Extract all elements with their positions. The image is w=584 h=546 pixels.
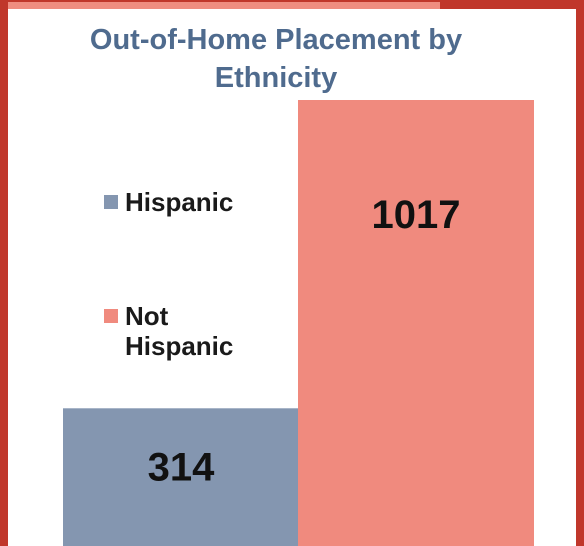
frame-left-border xyxy=(0,0,8,546)
frame-top-accent xyxy=(0,0,440,9)
legend-item-not-hispanic: Not Hispanic xyxy=(104,301,255,361)
bar-hispanic xyxy=(63,408,299,546)
legend-item-hispanic: Hispanic xyxy=(104,187,255,217)
bar-not-hispanic xyxy=(298,100,534,546)
legend-swatch-hispanic xyxy=(104,195,118,209)
legend-swatch-not-hispanic xyxy=(104,309,118,323)
frame-right-border xyxy=(576,0,584,546)
frame-top-border xyxy=(440,0,584,9)
chart-panel: Out-of-Home Placement by Ethnicity 314 10… xyxy=(8,9,576,546)
legend-label-hispanic: Hispanic xyxy=(125,187,234,217)
bar-chart: 314 1017 xyxy=(63,100,534,546)
legend-label-not-hispanic: Not Hispanic xyxy=(125,301,234,361)
chart-legend: Hispanic Not Hispanic xyxy=(104,187,255,361)
data-label-not-hispanic: 1017 xyxy=(372,193,461,237)
data-label-hispanic: 314 xyxy=(148,445,215,489)
frame-top-line xyxy=(0,0,584,2)
chart-title: Out-of-Home Placement by Ethnicity xyxy=(89,24,463,94)
